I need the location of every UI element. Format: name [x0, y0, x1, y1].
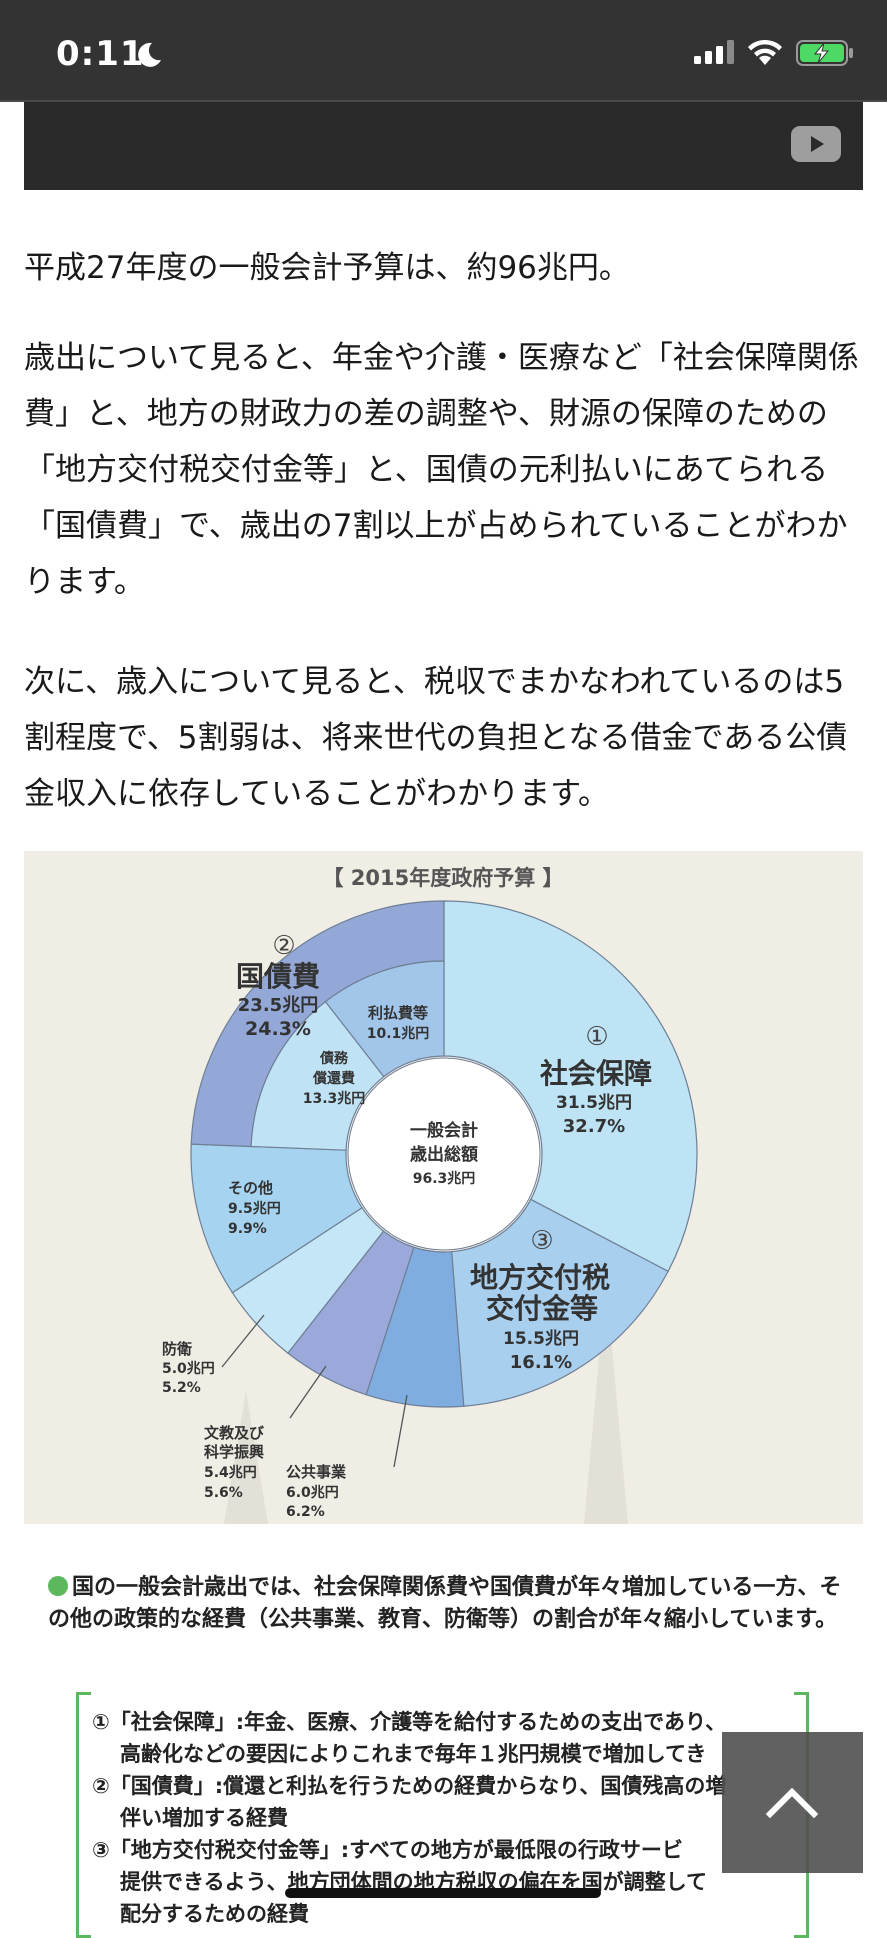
pie-slice: [443, 900, 698, 1273]
slice-amount: 5.4兆円: [204, 1465, 257, 1481]
moon-icon: [138, 42, 161, 67]
slice-number: ③: [530, 1226, 553, 1256]
slice-label: 地方交付税: [470, 1261, 610, 1294]
article-paragraph-3: 次に、歳入について見ると、税収でまかなわれているのは5割程度で、5割弱は、将来世…: [24, 664, 848, 812]
note-line: ②「国債費」:償還と利払を行うための経費からなり、国債残高の増: [92, 1774, 727, 1798]
budget-chart-figure: 【 2015年度政府予算 】 一般会計歳出総額 96.3兆円 ① 社会保障 31.5兆円…: [24, 851, 863, 1524]
slice-number: ①: [585, 1022, 608, 1052]
slice-amount: 9.5兆円: [228, 1201, 281, 1217]
status-time: 0:11: [56, 34, 145, 74]
status-divider: [0, 100, 887, 102]
scroll-top-button[interactable]: [722, 1732, 863, 1873]
center-total: 96.3兆円: [413, 1171, 476, 1187]
slice-label: 防衛: [162, 1340, 192, 1358]
note-line: 伴い増加する経費: [120, 1806, 288, 1830]
slice-label: 国債費: [236, 960, 320, 993]
slice-label: その他: [228, 1179, 273, 1197]
leader-line: [289, 1365, 327, 1419]
slice-label: 交付金等: [486, 1292, 598, 1325]
pie-center: [347, 1057, 541, 1251]
slice-amount: 5.0兆円: [162, 1361, 215, 1377]
sub-slice-label: 債務: [319, 1050, 349, 1067]
slice-amount: 15.5兆円: [503, 1329, 579, 1349]
battery-charging-icon: [796, 40, 853, 66]
slice-number: ②: [272, 931, 295, 961]
slice-amount: 6.0兆円: [286, 1485, 339, 1501]
sub-slice-label: 償還費: [312, 1070, 355, 1087]
slice-label: 社会保障: [540, 1057, 652, 1090]
note-line: ①「社会保障」:年金、医療、介護等を給付するための支出であり、: [92, 1710, 727, 1734]
chart-title: 【 2015年度政府予算 】: [322, 866, 563, 890]
slice-percent: 5.6%: [204, 1485, 243, 1501]
note-bracket-left: [76, 1692, 91, 1938]
note-items: ①「社会保障」:年金、医療、介護等を給付するための支出であり、 高齢化などの要因…: [92, 1706, 812, 1930]
leader-line: [221, 1314, 265, 1368]
slice-percent: 24.3%: [245, 1018, 311, 1040]
note-line: 高齢化などの要因によりこれまで毎年１兆円規模で増加してき: [120, 1742, 707, 1766]
note-lead: 国の一般会計歳出では、社会保障関係費や国債費が年々増加している一方、その他の政策…: [48, 1575, 842, 1632]
slice-percent: 32.7%: [563, 1116, 625, 1137]
home-indicator: [285, 1888, 601, 1898]
chevron-up-icon[interactable]: [722, 1732, 863, 1873]
article-paragraph-2: 歳出について見ると、年金や介護・医療など「社会保障関係費」と、地方の財政力の差の…: [24, 340, 859, 600]
wifi-icon: [748, 39, 782, 65]
note-line: ③「地方交付税交付金等」:すべての地方が最低限の行政サービ: [92, 1838, 683, 1862]
article-paragraph-1: 平成27年度の一般会計予算は、約96兆円。: [24, 250, 630, 286]
slice-label: 文教及び: [204, 1424, 264, 1442]
slice-label: 公共事業: [286, 1463, 347, 1481]
slice-amount: 31.5兆円: [556, 1093, 632, 1113]
status-bar: 0:11: [0, 0, 887, 102]
pillar-right: [584, 1281, 628, 1524]
pillar-left: [224, 1391, 268, 1524]
green-bullet-icon: [48, 1576, 68, 1596]
slice-label: 科学振興: [204, 1443, 264, 1461]
sub-slice-amount: 10.1兆円: [367, 1026, 430, 1042]
youtube-play-icon[interactable]: [791, 126, 841, 162]
note-line: 配分するための経費: [120, 1902, 309, 1926]
center-label: 一般会計: [410, 1120, 478, 1141]
slice-percent: 16.1%: [510, 1352, 572, 1373]
signal-icon: [694, 40, 734, 64]
slice-percent: 6.2%: [286, 1504, 325, 1520]
slice-amount: 23.5兆円: [238, 995, 318, 1016]
pie-slice: [451, 1198, 669, 1407]
slice-percent: 5.2%: [162, 1380, 201, 1396]
pie-sub-slice: [324, 960, 445, 1078]
embedded-video[interactable]: [24, 102, 863, 190]
slice-percent: 9.9%: [228, 1221, 267, 1237]
sub-slice-amount: 13.3兆円: [303, 1091, 366, 1107]
sub-slice-label: 利払費等: [368, 1004, 428, 1022]
center-label: 歳出総額: [410, 1144, 478, 1165]
leader-line: [393, 1394, 408, 1468]
